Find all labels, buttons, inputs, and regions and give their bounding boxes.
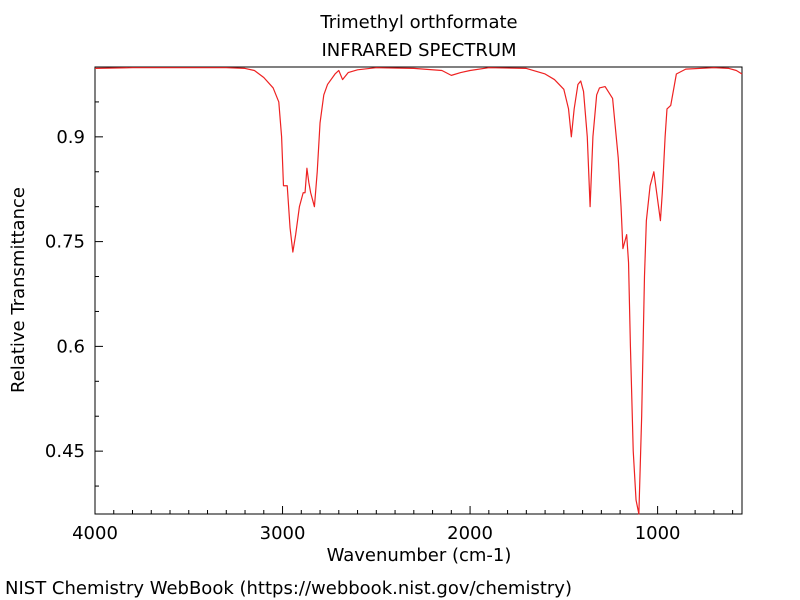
y-tick-label: 0.75 <box>45 232 85 253</box>
spectrum-line <box>94 67 743 515</box>
footer: NIST Chemistry WebBook (https://webbook.… <box>5 578 572 599</box>
y-tick-label: 0.9 <box>56 127 85 148</box>
chart-title: Trimethyl orthformate <box>319 12 517 33</box>
y-axis-label: Relative Transmittance <box>8 187 29 393</box>
y-tick-label: 0.6 <box>56 336 85 357</box>
x-tick-label: 4000 <box>72 523 118 544</box>
x-tick-label: 3000 <box>260 523 306 544</box>
y-tick-label: 0.45 <box>45 441 85 462</box>
x-tick-label: 1000 <box>635 523 681 544</box>
x-axis-label: Wavenumber (cm-1) <box>327 545 512 566</box>
chart-subtitle: INFRARED SPECTRUM <box>321 40 516 61</box>
plot-frame <box>94 66 743 515</box>
x-tick-label: 2000 <box>447 523 493 544</box>
